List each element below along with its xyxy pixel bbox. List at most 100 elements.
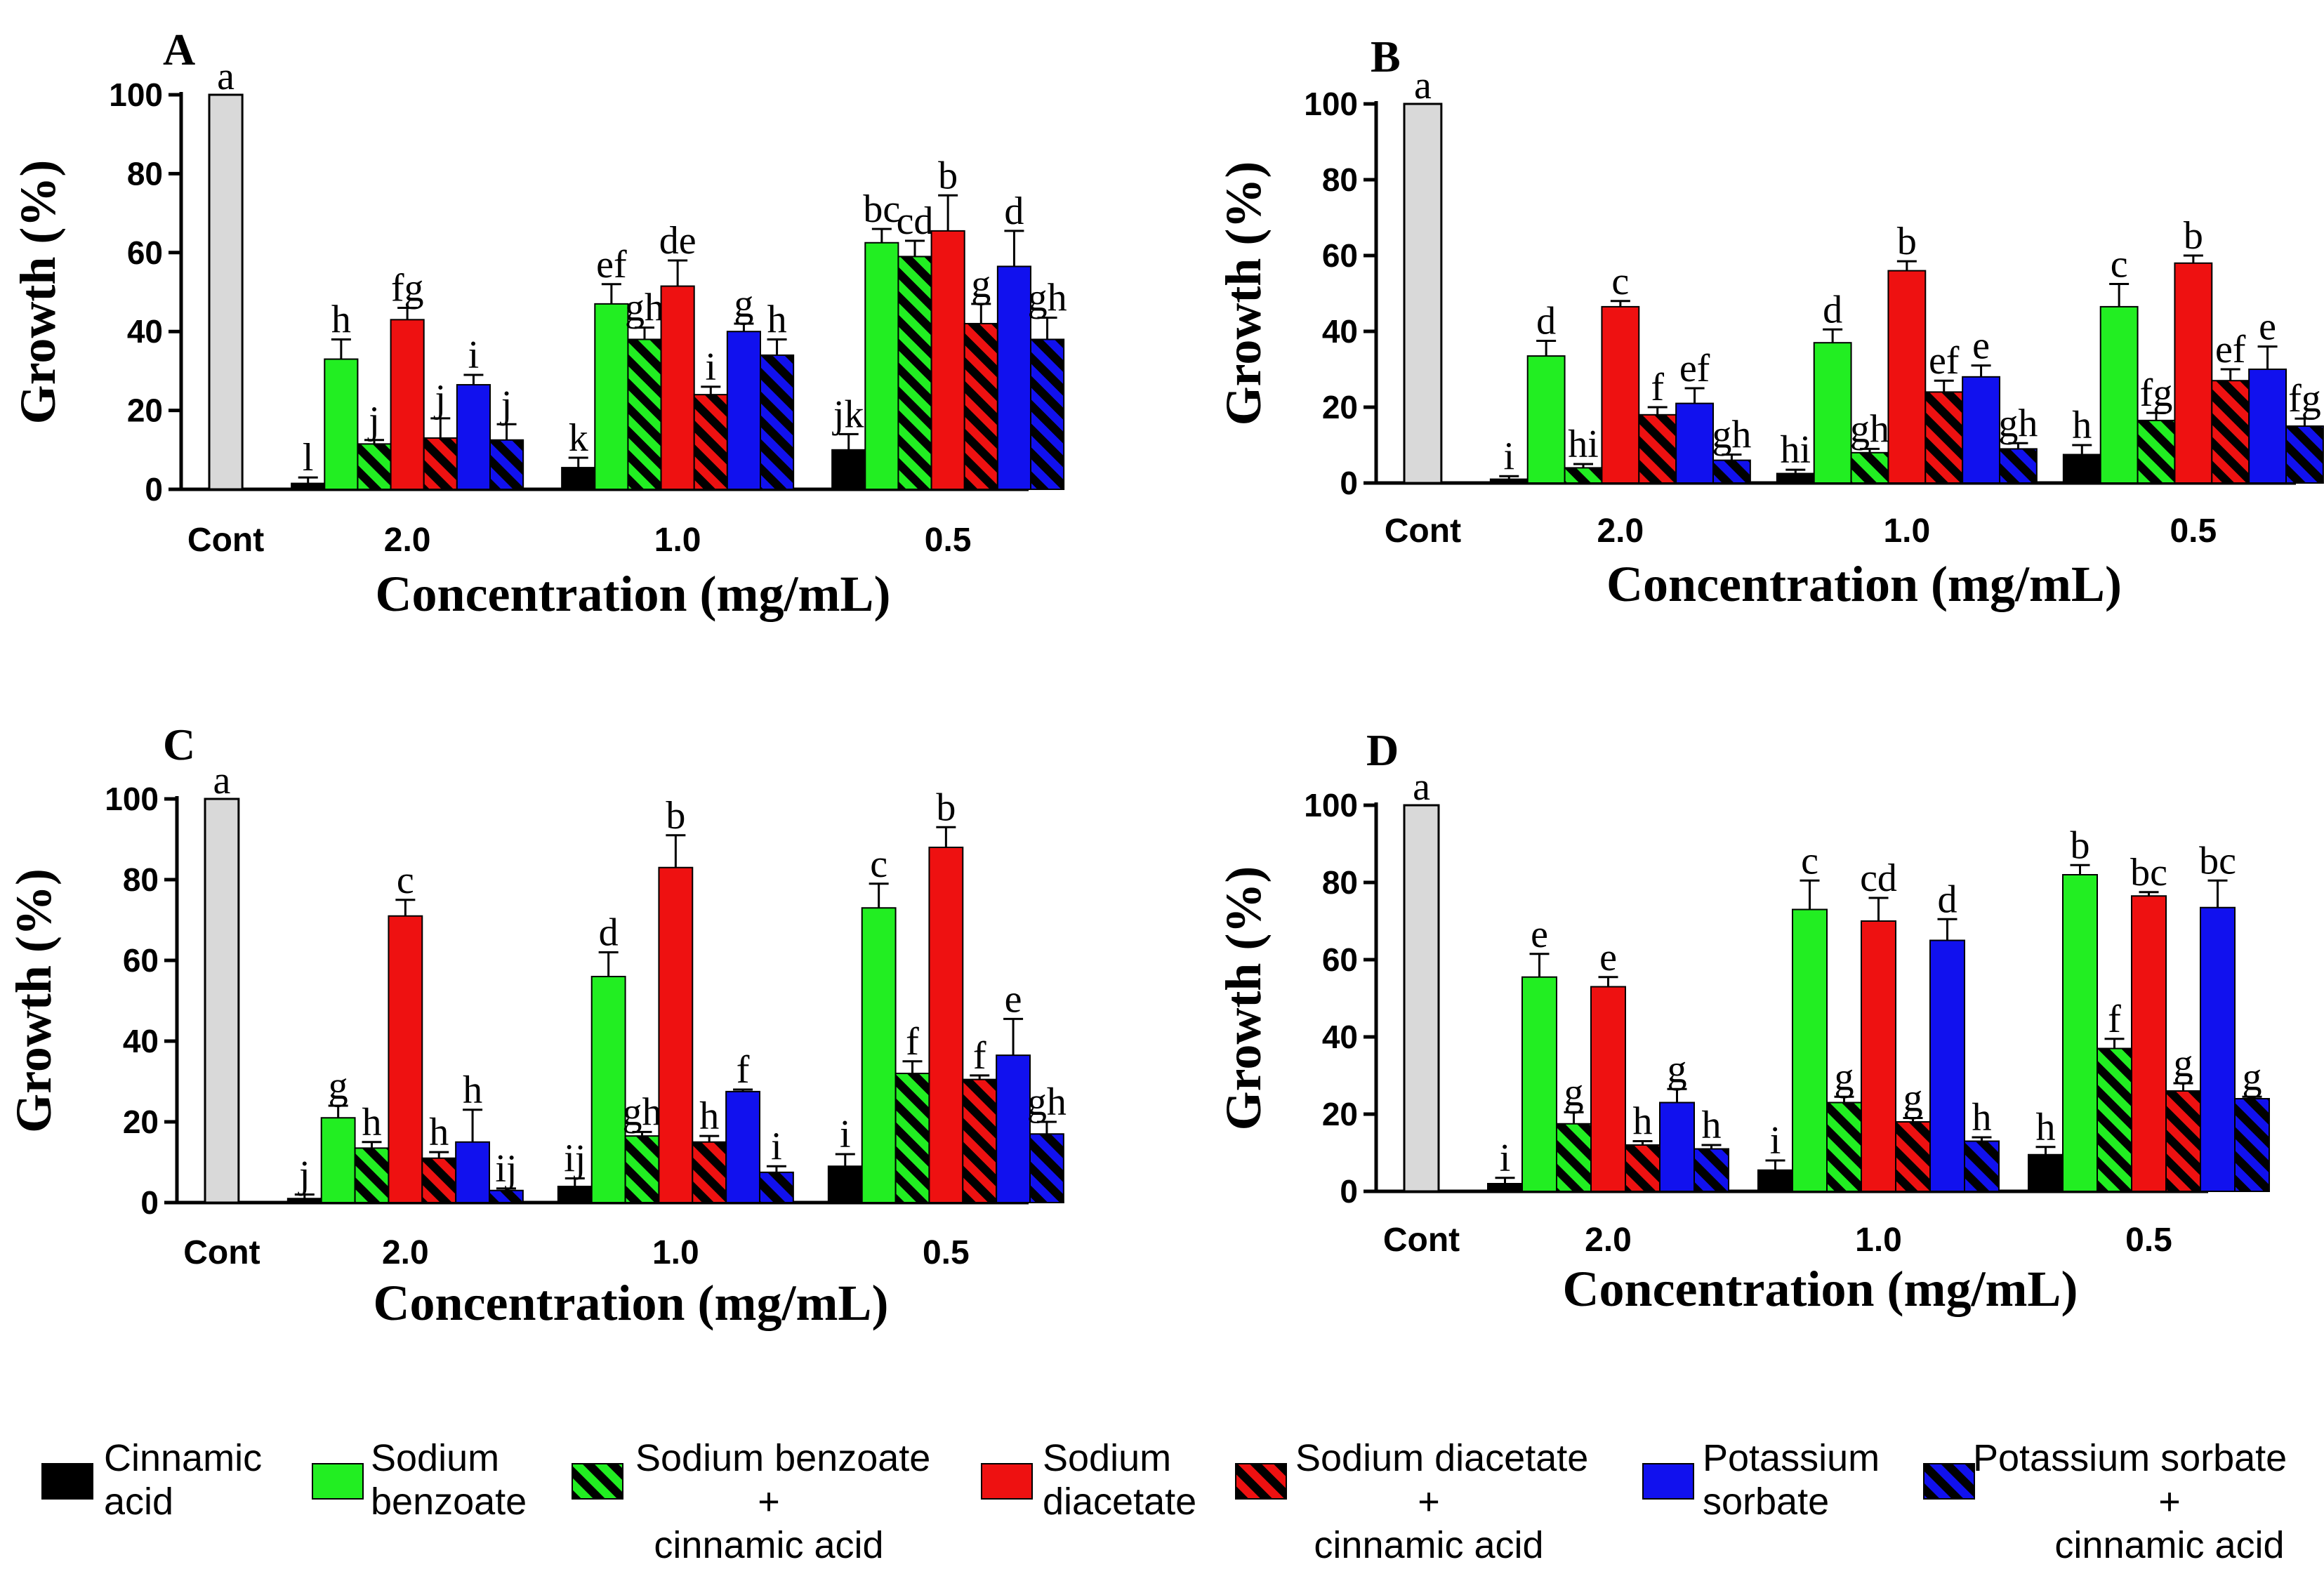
x-axis-title: Concentration (mg/mL) (376, 566, 891, 622)
legend-label-line: sorbate (1703, 1481, 1829, 1523)
legend-swatch (312, 1463, 364, 1500)
bar-sb_ca-1.0 (1850, 451, 1889, 484)
sig-label: fg (391, 266, 424, 310)
sig-label: d (1938, 878, 1957, 921)
y-tick-label: 0 (1340, 465, 1358, 501)
sig-label: c (2111, 243, 2128, 286)
sig-label: d (1536, 300, 1556, 343)
sig-label: gh (1027, 1080, 1067, 1124)
y-tick-label: 100 (1304, 787, 1358, 823)
sig-label: h (767, 298, 787, 341)
bar-sodium_diacetate-1.0 (1861, 920, 1896, 1192)
legend-label-line: Potassium sorbate (1973, 1437, 2287, 1479)
sig-label: b (2071, 823, 2090, 867)
bar-sodium_benzoate-2.0 (1526, 355, 1566, 484)
control-bar (1403, 804, 1440, 1193)
x-tick-label: 0.5 (925, 522, 972, 559)
legend-swatch (1642, 1463, 1694, 1500)
x-axis-title: Concentration (mg/mL) (1606, 556, 2122, 612)
sig-label: j (298, 1153, 310, 1197)
bar-sodium_diacetate-0.5 (2131, 895, 2167, 1192)
legend-swatch (1923, 1463, 1975, 1500)
bar-ps_ca-0.5 (2285, 425, 2324, 484)
x-tick-label: 0.5 (2170, 512, 2217, 550)
sig-label: gh (1850, 407, 1889, 451)
y-tick-label: 20 (1322, 389, 1358, 425)
sig-label: fg (2140, 371, 2173, 415)
sig-label: j (434, 377, 447, 421)
bar-potassium_sorbate-1.0 (726, 331, 762, 491)
bar-potassium_sorbate-0.5 (996, 1054, 1031, 1203)
bar-sodium_benzoate-2.0 (320, 1117, 356, 1203)
sig-label: gh (1712, 413, 1751, 457)
bar-sd_ca-2.0 (421, 1157, 457, 1203)
y-tick-label: 0 (145, 471, 163, 508)
bar-sodium_benzoate-1.0 (594, 303, 629, 490)
sig-label: h (1633, 1100, 1653, 1144)
legend-label-line: acid (104, 1481, 173, 1523)
bar-cinnamic_acid-0.5 (2028, 1153, 2064, 1192)
sig-label: h (2072, 404, 2092, 447)
sig-label: i (1504, 435, 1515, 478)
bar-ps_ca-2.0 (1694, 1148, 1729, 1192)
panel-letter: D (1366, 725, 1399, 775)
x-axis-title: Concentration (mg/mL) (1563, 1261, 2078, 1317)
bar-ps_ca-0.5 (2234, 1098, 2270, 1192)
bar-sb_ca-1.0 (627, 338, 662, 490)
legend-label-line: + (2158, 1481, 2181, 1523)
bar-sodium_diacetate-2.0 (1590, 986, 1626, 1192)
sig-label: h (699, 1094, 719, 1138)
control-sig-label: a (213, 759, 230, 802)
y-axis-title: Growth (%) (6, 868, 62, 1133)
sig-label: f (2108, 998, 2121, 1041)
sig-label: h (362, 1101, 382, 1144)
sig-label: e (1531, 913, 1548, 956)
bar-sodium_benzoate-0.5 (2062, 874, 2098, 1192)
bar-sb_ca-2.0 (1556, 1123, 1592, 1192)
bar-sodium_benzoate-1.0 (1813, 342, 1852, 484)
x-tick-label: 2.0 (382, 1234, 429, 1271)
y-tick-label: 100 (1304, 86, 1358, 122)
y-axis-title: Growth (%) (1215, 161, 1272, 426)
sig-label: g (1564, 1071, 1584, 1114)
sig-label: e (1599, 936, 1617, 979)
bar-potassium_sorbate-0.5 (2200, 906, 2236, 1192)
bar-cinnamic_acid-2.0 (1489, 478, 1529, 484)
sig-label: i (1500, 1137, 1511, 1180)
panel-letter: C (163, 720, 195, 769)
sig-label: hi (1568, 423, 1599, 466)
bar-sd_ca-2.0 (1625, 1144, 1661, 1192)
sig-label: k (569, 416, 588, 460)
sig-label: i (840, 1113, 851, 1156)
bar-sd_ca-0.5 (962, 1078, 998, 1203)
sig-label: c (397, 859, 414, 902)
sig-label: g (2243, 1055, 2262, 1099)
sig-label: ef (596, 243, 627, 286)
legend-label-line: diacetate (1043, 1481, 1196, 1523)
bar-sb_ca-0.5 (897, 256, 932, 490)
sig-label: e (1005, 977, 1022, 1021)
legend-label-line: cinnamic acid (654, 1524, 883, 1566)
bar-cinnamic_acid-1.0 (557, 1186, 593, 1203)
x-tick-label: 1.0 (1883, 512, 1930, 550)
y-tick-label: 20 (123, 1104, 159, 1140)
control-tick-label: Cont (183, 1234, 260, 1271)
bar-sodium_diacetate-0.5 (928, 847, 964, 1203)
x-tick-label: 1.0 (654, 522, 701, 559)
y-tick-label: 20 (127, 392, 163, 429)
y-tick-label: 80 (1322, 161, 1358, 198)
bar-ps_ca-1.0 (1964, 1140, 2000, 1192)
y-tick-label: 100 (105, 781, 159, 817)
y-tick-label: 40 (1322, 1019, 1358, 1055)
bar-sb_ca-2.0 (357, 443, 392, 490)
sig-label: g (1668, 1047, 1687, 1091)
bar-sd_ca-0.5 (963, 322, 998, 490)
sig-label: cd (1860, 856, 1897, 900)
